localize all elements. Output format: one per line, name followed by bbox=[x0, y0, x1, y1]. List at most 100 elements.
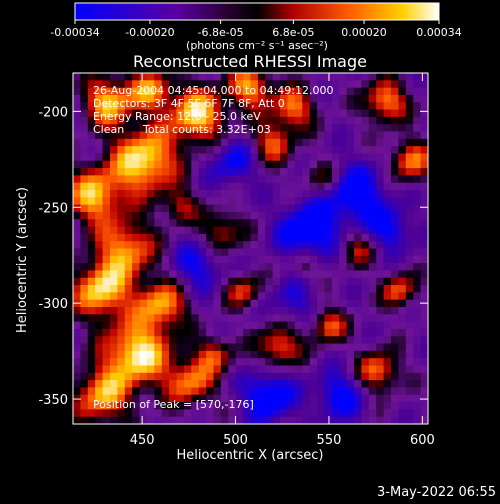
heatmap-cell bbox=[117, 409, 126, 418]
heatmap-cell bbox=[346, 175, 355, 184]
heatmap-cell bbox=[95, 263, 104, 272]
heatmap-cell bbox=[169, 350, 178, 359]
heatmap-cell bbox=[398, 299, 407, 308]
heatmap-cell bbox=[405, 343, 414, 352]
heatmap-cell bbox=[287, 394, 296, 403]
heatmap-cell bbox=[420, 241, 428, 250]
heatmap-cell bbox=[243, 168, 252, 176]
heatmap-cell bbox=[183, 248, 192, 257]
heatmap-cell bbox=[324, 226, 333, 235]
heatmap-cell bbox=[287, 402, 296, 410]
heatmap-cell bbox=[250, 160, 259, 169]
heatmap-cell bbox=[132, 416, 141, 424]
heatmap-cell bbox=[272, 402, 281, 410]
heatmap-cell bbox=[139, 241, 148, 250]
heatmap-cell bbox=[191, 350, 200, 359]
heatmap-cell bbox=[413, 146, 422, 155]
heatmap-cell bbox=[368, 138, 377, 147]
heatmap-cell bbox=[132, 160, 141, 169]
heatmap-cell bbox=[220, 328, 229, 337]
heatmap-cell bbox=[80, 336, 89, 345]
heatmap-cell bbox=[302, 190, 311, 198]
heatmap-cell bbox=[324, 190, 333, 198]
heatmap-cell bbox=[294, 277, 303, 286]
heatmap-cell bbox=[257, 387, 266, 396]
heatmap-cell bbox=[272, 190, 281, 198]
heatmap-cell bbox=[280, 255, 289, 264]
heatmap-cell bbox=[383, 387, 392, 396]
heatmap-cell bbox=[287, 248, 296, 257]
heatmap-cell bbox=[213, 73, 222, 81]
heatmap-cell bbox=[405, 270, 414, 279]
chart-title: Reconstructed RHESSI Image bbox=[133, 52, 367, 71]
heatmap-cell bbox=[346, 255, 355, 264]
heatmap-cell bbox=[317, 211, 326, 220]
heatmap-cell bbox=[183, 190, 192, 198]
heatmap-cell bbox=[265, 394, 274, 403]
heatmap-cell bbox=[198, 277, 207, 286]
heatmap-cell bbox=[405, 153, 414, 162]
heatmap-cell bbox=[361, 314, 370, 323]
heatmap-cell bbox=[405, 182, 414, 191]
heatmap-cell bbox=[80, 226, 89, 235]
heatmap-cell bbox=[398, 204, 407, 213]
heatmap-cell bbox=[73, 372, 81, 381]
heatmap-cell bbox=[405, 124, 414, 133]
heatmap-cell bbox=[117, 263, 126, 272]
heatmap-cell bbox=[220, 197, 229, 206]
heatmap-cell bbox=[87, 321, 96, 330]
heatmap-cell bbox=[287, 153, 296, 162]
heatmap-cell bbox=[309, 233, 318, 242]
heatmap-cell bbox=[309, 102, 318, 111]
heatmap-cell bbox=[213, 336, 222, 345]
heatmap-cell bbox=[198, 314, 207, 323]
heatmap-cell bbox=[73, 314, 81, 323]
heatmap-cell bbox=[109, 380, 118, 389]
heatmap-cell bbox=[124, 343, 133, 352]
heatmap-cell bbox=[87, 263, 96, 272]
heatmap-cell bbox=[287, 299, 296, 308]
heatmap-cell bbox=[220, 285, 229, 293]
heatmap-cell bbox=[80, 204, 89, 213]
heatmap-cell bbox=[87, 233, 96, 242]
heatmap-cell bbox=[339, 358, 348, 367]
heatmap-cell bbox=[361, 124, 370, 133]
heatmap-cell bbox=[191, 153, 200, 162]
heatmap-cell bbox=[331, 94, 340, 103]
heatmap-cell bbox=[354, 292, 363, 301]
heatmap-cell bbox=[95, 343, 104, 352]
heatmap-cell bbox=[272, 182, 281, 191]
heatmap-cell bbox=[191, 314, 200, 323]
heatmap-cell bbox=[287, 321, 296, 330]
heatmap-cell bbox=[102, 204, 111, 213]
heatmap-cell bbox=[383, 233, 392, 242]
heatmap-cell bbox=[87, 372, 96, 381]
heatmap-cell bbox=[376, 124, 385, 133]
heatmap-cell bbox=[272, 102, 281, 111]
heatmap-cell bbox=[413, 87, 422, 96]
heatmap-cell bbox=[109, 314, 118, 323]
heatmap-cell bbox=[183, 168, 192, 176]
heatmap-cell bbox=[243, 372, 252, 381]
heatmap-cell bbox=[280, 94, 289, 103]
heatmap-cell bbox=[391, 263, 400, 272]
heatmap-cell bbox=[80, 263, 89, 272]
heatmap-cell bbox=[220, 116, 229, 125]
heatmap-cell bbox=[109, 160, 118, 169]
heatmap-cell bbox=[383, 197, 392, 206]
heatmap-cell bbox=[324, 409, 333, 418]
heatmap-cell bbox=[309, 285, 318, 293]
heatmap-cell bbox=[302, 292, 311, 301]
heatmap-cell bbox=[146, 211, 155, 220]
heatmap-cell bbox=[354, 102, 363, 111]
heatmap-cell bbox=[191, 109, 200, 118]
heatmap-cell bbox=[243, 263, 252, 272]
heatmap-cell bbox=[206, 314, 215, 323]
heatmap-cell bbox=[132, 292, 141, 301]
heatmap-cell bbox=[302, 233, 311, 242]
heatmap-cell bbox=[391, 204, 400, 213]
heatmap-cell bbox=[235, 160, 244, 169]
heatmap-cell bbox=[243, 241, 252, 250]
heatmap-cell bbox=[235, 87, 244, 96]
heatmap-cell bbox=[391, 350, 400, 359]
